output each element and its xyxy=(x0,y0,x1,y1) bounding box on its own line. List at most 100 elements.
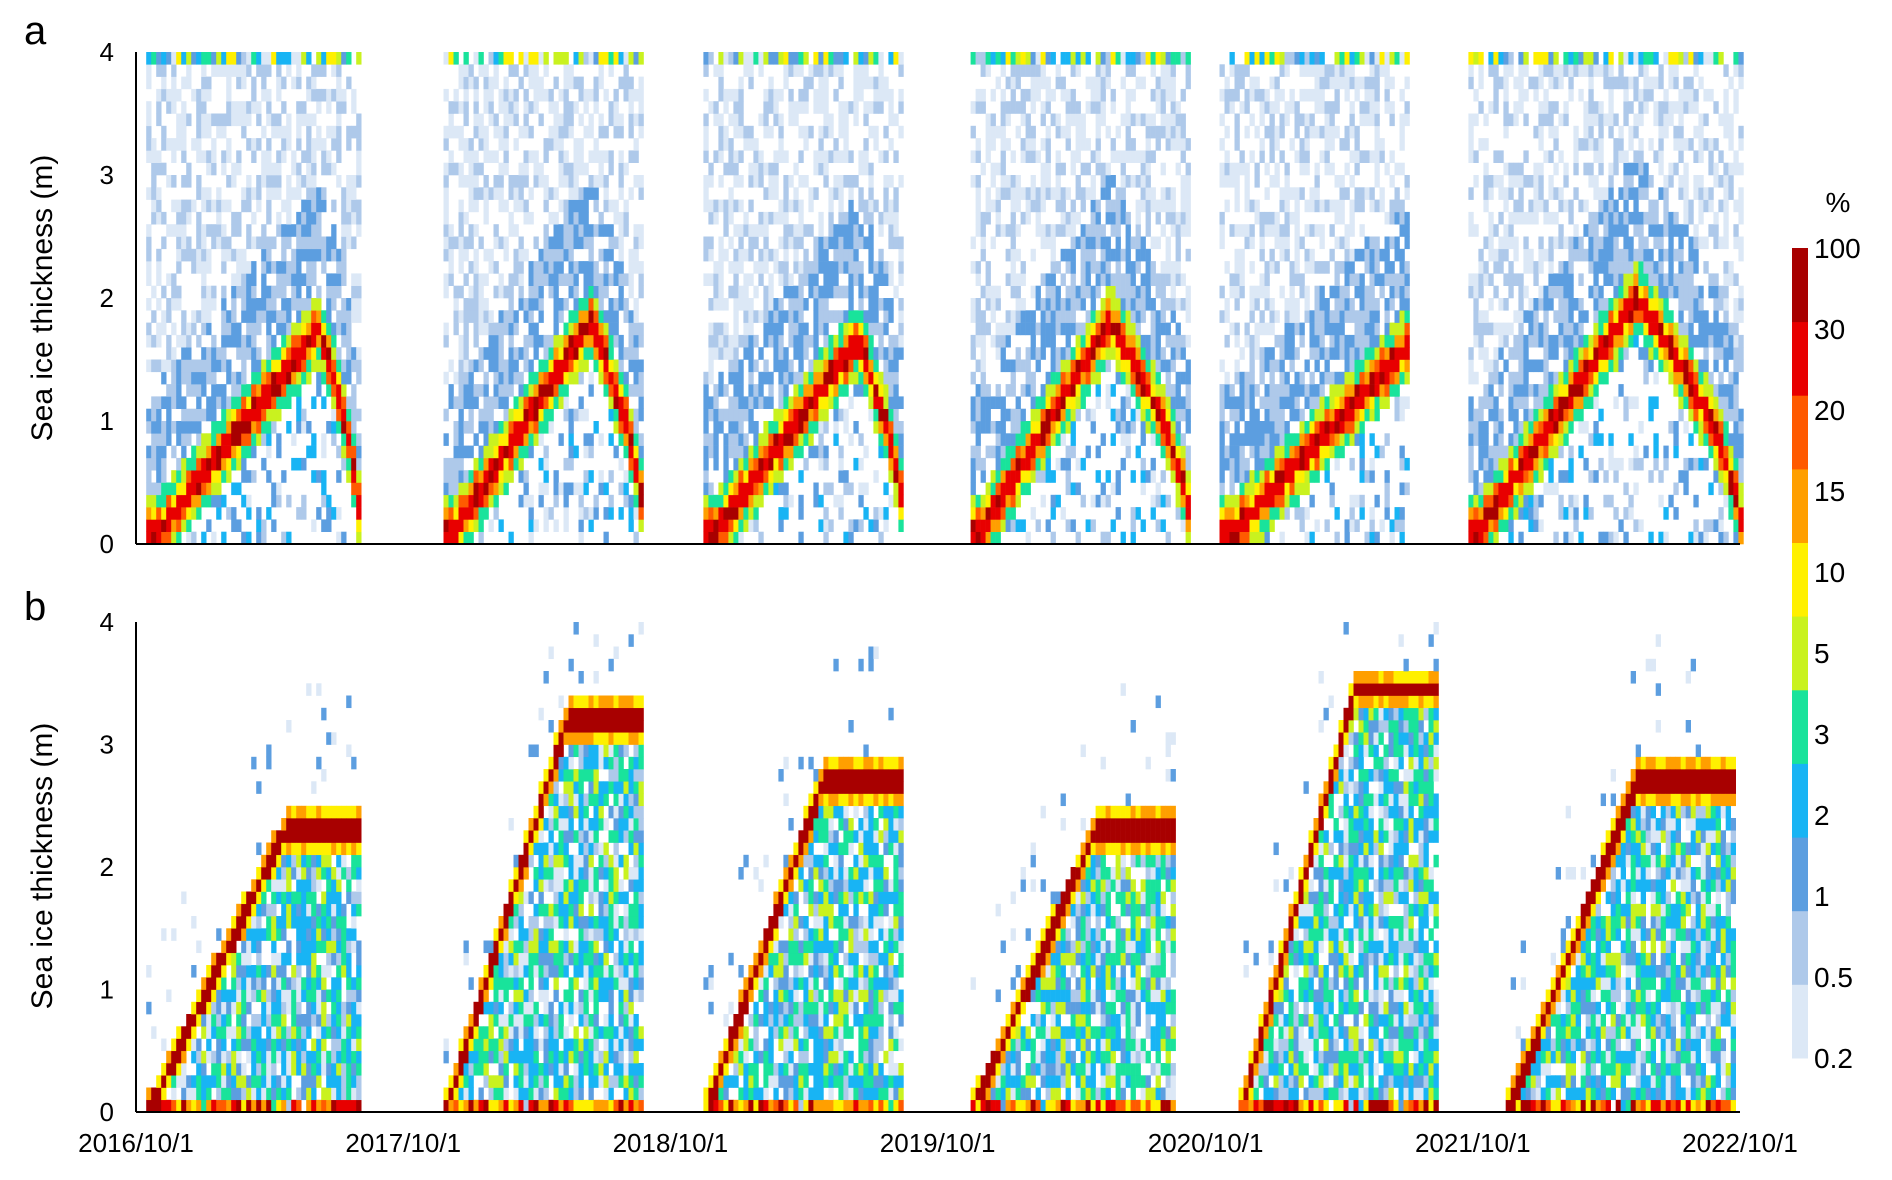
heatmap-cell xyxy=(316,470,322,483)
heatmap-cell xyxy=(513,433,519,446)
heatmap-cell xyxy=(588,298,594,311)
heatmap-cell xyxy=(276,371,282,385)
heatmap-cell xyxy=(1030,408,1036,422)
heatmap-cell xyxy=(281,76,287,90)
heatmap-cell xyxy=(1324,64,1330,77)
heatmap-cell xyxy=(1070,322,1076,336)
heatmap-cell xyxy=(206,285,212,299)
heatmap-cell xyxy=(613,421,619,434)
heatmap-cell xyxy=(1010,236,1016,250)
heatmap-cell xyxy=(813,310,819,323)
heatmap-cell xyxy=(573,322,579,336)
heatmap-cell xyxy=(1274,507,1280,520)
heatmap-cell xyxy=(331,162,337,176)
heatmap-cell xyxy=(773,88,779,102)
heatmap-cell xyxy=(1269,310,1275,323)
heatmap-cell xyxy=(211,359,217,373)
heatmap-cell xyxy=(231,285,237,299)
heatmap-cell xyxy=(728,334,734,348)
heatmap-cell xyxy=(473,507,479,520)
heatmap-cell xyxy=(980,371,986,385)
heatmap-cell xyxy=(1259,211,1265,225)
heatmap-cell xyxy=(211,138,217,151)
heatmap-cell xyxy=(1045,162,1051,176)
heatmap-cell xyxy=(798,359,804,373)
heatmap-cell xyxy=(798,433,804,446)
heatmap-cell xyxy=(588,224,594,237)
heatmap-cell xyxy=(1219,421,1225,434)
heatmap-cell xyxy=(1090,175,1096,188)
heatmap-cell xyxy=(201,371,207,385)
heatmap-cell xyxy=(1040,162,1046,176)
heatmap-cell xyxy=(351,494,357,508)
heatmap-cell xyxy=(793,199,799,213)
heatmap-cell xyxy=(828,347,834,360)
heatmap-cell xyxy=(598,224,604,237)
heatmap-cell xyxy=(838,150,844,163)
heatmap-cell xyxy=(823,150,829,163)
heatmap-cell xyxy=(201,285,207,299)
heatmap-cell xyxy=(1314,359,1320,373)
heatmap-cell xyxy=(206,199,212,213)
heatmap-cell xyxy=(1249,531,1255,545)
heatmap-cell xyxy=(843,384,849,397)
heatmap-cell xyxy=(246,285,252,299)
heatmap-cell xyxy=(1110,175,1116,188)
heatmap-cell xyxy=(1110,347,1116,360)
heatmap-cell xyxy=(598,322,604,336)
heatmap-cell xyxy=(538,76,544,90)
heatmap-cell xyxy=(1095,334,1101,348)
heatmap-cell xyxy=(778,396,784,409)
heatmap-cell xyxy=(803,408,809,422)
heatmap-cell xyxy=(1344,236,1350,250)
heatmap-cell xyxy=(1155,482,1161,496)
heatmap-cell xyxy=(1045,445,1051,459)
heatmap-cell xyxy=(458,470,464,483)
heatmap-cell xyxy=(873,371,879,385)
heatmap-cell xyxy=(888,421,894,434)
heatmap-cell xyxy=(336,64,342,77)
heatmap-cell xyxy=(798,88,804,102)
heatmap-cell xyxy=(558,162,564,176)
heatmap-cell xyxy=(868,359,874,373)
heatmap-cell xyxy=(898,101,904,114)
heatmap-cell xyxy=(1239,457,1245,471)
heatmap-cell xyxy=(1070,248,1076,262)
heatmap-cell xyxy=(593,347,599,360)
heatmap-cell xyxy=(201,88,207,102)
heatmap-cell xyxy=(1344,310,1350,323)
heatmap-cell xyxy=(326,519,332,532)
heatmap-cell xyxy=(768,457,774,471)
heatmap-cell xyxy=(793,347,799,360)
heatmap-cell xyxy=(246,470,252,483)
heatmap-cell xyxy=(528,52,534,65)
heatmap-cell xyxy=(1274,408,1280,422)
heatmap-cell xyxy=(286,125,292,139)
heatmap-cell xyxy=(753,433,759,446)
heatmap-cell xyxy=(453,371,459,385)
heatmap-cell xyxy=(778,199,784,213)
heatmap-cell xyxy=(1299,88,1305,102)
heatmap-cell xyxy=(1145,162,1151,176)
heatmap-cell xyxy=(1130,421,1136,434)
heatmap-cell xyxy=(1165,298,1171,311)
heatmap-cell xyxy=(251,138,257,151)
heatmap-cell xyxy=(763,113,769,127)
heatmap-cell xyxy=(341,88,347,102)
heatmap-cell xyxy=(1015,347,1021,360)
heatmap-cell xyxy=(638,408,644,422)
heatmap-cell xyxy=(723,519,729,532)
heatmap-cell xyxy=(768,76,774,90)
heatmap-cell xyxy=(1349,507,1355,520)
heatmap-cell xyxy=(743,211,749,225)
heatmap-cell xyxy=(1080,248,1086,262)
heatmap-cell xyxy=(1314,421,1320,434)
heatmap-cell xyxy=(593,334,599,348)
heatmap-cell xyxy=(1080,236,1086,250)
heatmap-cell xyxy=(1095,261,1101,274)
heatmap-cell xyxy=(783,199,789,213)
heatmap-cell xyxy=(1264,224,1270,237)
heatmap-cell xyxy=(588,384,594,397)
heatmap-cell xyxy=(813,482,819,496)
heatmap-cell xyxy=(768,298,774,311)
